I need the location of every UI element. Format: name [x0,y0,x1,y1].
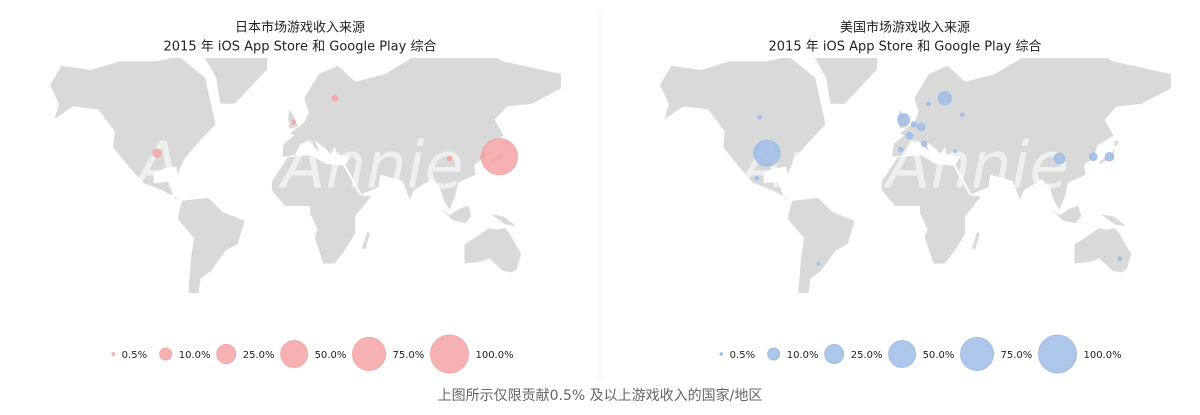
legend-label: 25.0% [243,350,275,361]
land [281,58,562,212]
bubble [897,146,904,153]
land [1073,227,1132,274]
legend-label: 75.0% [392,350,424,361]
bubble [291,119,297,125]
legend-label: 75.0% [1000,350,1032,361]
legend-bubble [960,337,994,371]
bubble [480,153,487,160]
legend-bubble [352,337,386,371]
bubble [152,148,162,158]
legend-label: 10.0% [787,350,819,361]
land [177,197,246,293]
land [1046,204,1082,224]
legend-bubble [767,347,781,361]
bubble [921,140,928,147]
chart-subtitle: 2015 年 iOS App Store 和 Google Play 综合 [769,40,1042,55]
bubble [910,121,918,128]
legend-bubble [429,334,469,374]
bubble [937,91,952,106]
bubble [1053,152,1066,165]
legend-bubble [719,352,724,356]
legend-label: 10.0% [179,350,211,361]
bubble [897,113,911,127]
land [287,108,299,130]
land [891,58,1172,212]
legend-label: 100.0% [475,350,513,361]
bubble [917,122,926,132]
bubble [960,112,965,118]
chart-title: 美国市场游戏收入来源 [840,20,970,36]
bubble [1088,152,1098,162]
legend-label: 50.0% [315,350,347,361]
legend-bubble [280,340,309,368]
legend-bubble [111,352,116,356]
land [49,58,217,201]
bubble [816,261,821,266]
legend-bubble [888,340,917,368]
land [1099,213,1129,227]
legend-bubble [159,347,173,361]
legend-bubble [216,344,237,364]
bubble [1104,151,1115,162]
watermark: App Annie [132,130,463,204]
legend-label: 25.0% [851,350,883,361]
legend-label: 50.0% [923,350,955,361]
legend-label: 100.0% [1083,350,1121,361]
map [659,58,1172,293]
chart-subtitle: 2015 年 iOS App Store 和 Google Play 综合 [164,40,437,55]
map [49,58,562,293]
land [881,154,983,265]
bubble [331,94,339,102]
land [271,154,373,265]
bubble [754,175,760,181]
legend-bubble [1037,334,1077,374]
bubble [757,114,762,120]
land [814,58,879,105]
land [970,230,981,250]
legend-label: 0.5% [122,350,147,361]
legend-bubble [824,344,845,364]
watermark: App Annie [737,130,1068,204]
bubble [753,139,781,167]
bubble [480,138,518,176]
bubble [905,131,914,140]
bubble [1117,256,1123,262]
caption: 上图所示仅限贡献0.5% 及以上游戏收入的国家/地区 [438,387,763,404]
land [204,58,269,105]
land [436,204,472,224]
bubble [953,149,957,154]
legend-label: 0.5% [730,350,755,361]
land [787,197,856,293]
land [489,213,519,227]
bubble [446,155,453,162]
land [659,58,827,201]
land [360,230,371,250]
bubble [926,101,932,107]
land [463,227,522,274]
chart-title: 日本市场游戏收入来源 [235,20,365,36]
